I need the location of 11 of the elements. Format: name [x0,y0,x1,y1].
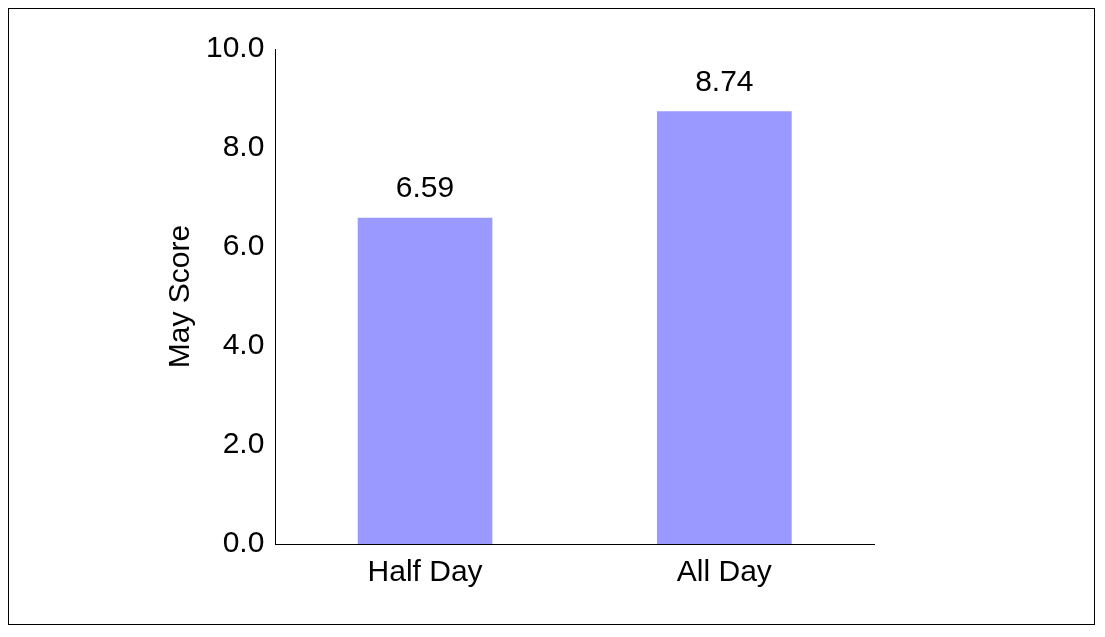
data-label: 6.59 [395,170,455,204]
y-tick-label: 4.0 [222,327,265,361]
data-label: 8.74 [695,63,754,97]
x-tick-label: Half Day [367,554,483,588]
y-axis-title: May Score [162,224,196,369]
y-tick-label: 8.0 [222,129,265,163]
y-tick-label: 6.0 [222,228,265,262]
x-tick-label: All Day [676,554,772,588]
y-tick-label: 10.0 [206,30,265,64]
y-tick-label: 2.0 [222,426,265,460]
y-tick-label: 0.0 [222,525,265,559]
